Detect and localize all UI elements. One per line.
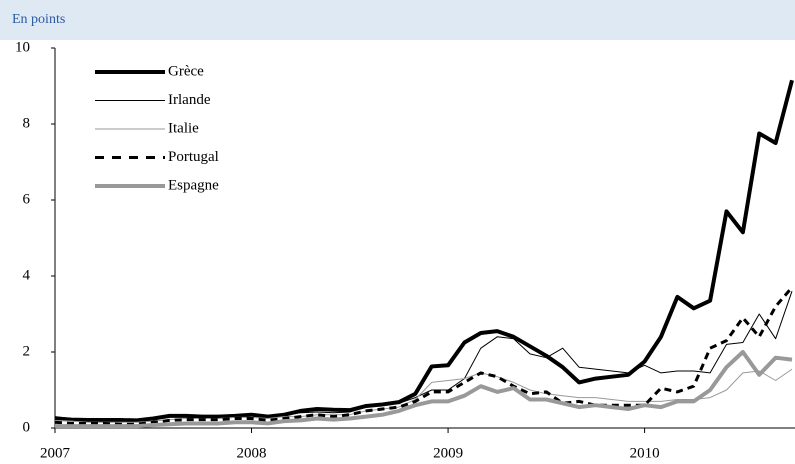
x-tick-label: 2008: [237, 445, 267, 461]
x-tick-label: 2007: [40, 445, 71, 461]
series-line: [54, 291, 793, 421]
y-tick-label: 6: [23, 191, 31, 207]
legend-label: Portugal: [168, 149, 219, 165]
y-tick-label: 0: [23, 419, 31, 435]
y-tick-label: 8: [23, 115, 31, 131]
legend-label: Grèce: [168, 63, 204, 79]
series-line: [54, 79, 794, 423]
series-line: [54, 286, 794, 426]
y-tick-label: 10: [15, 39, 30, 55]
x-tick-label: 2009: [433, 445, 463, 461]
y-tick-label: 4: [23, 267, 31, 283]
header-band: [0, 0, 795, 40]
chart-subtitle: En points: [12, 12, 65, 27]
legend-label: Irlande: [168, 92, 211, 108]
series-line: [55, 350, 793, 429]
x-tick-label: 2010: [630, 445, 660, 461]
y-tick-label: 2: [23, 343, 31, 359]
legend-label: Espagne: [168, 177, 219, 193]
legend-label: Italie: [168, 120, 199, 136]
